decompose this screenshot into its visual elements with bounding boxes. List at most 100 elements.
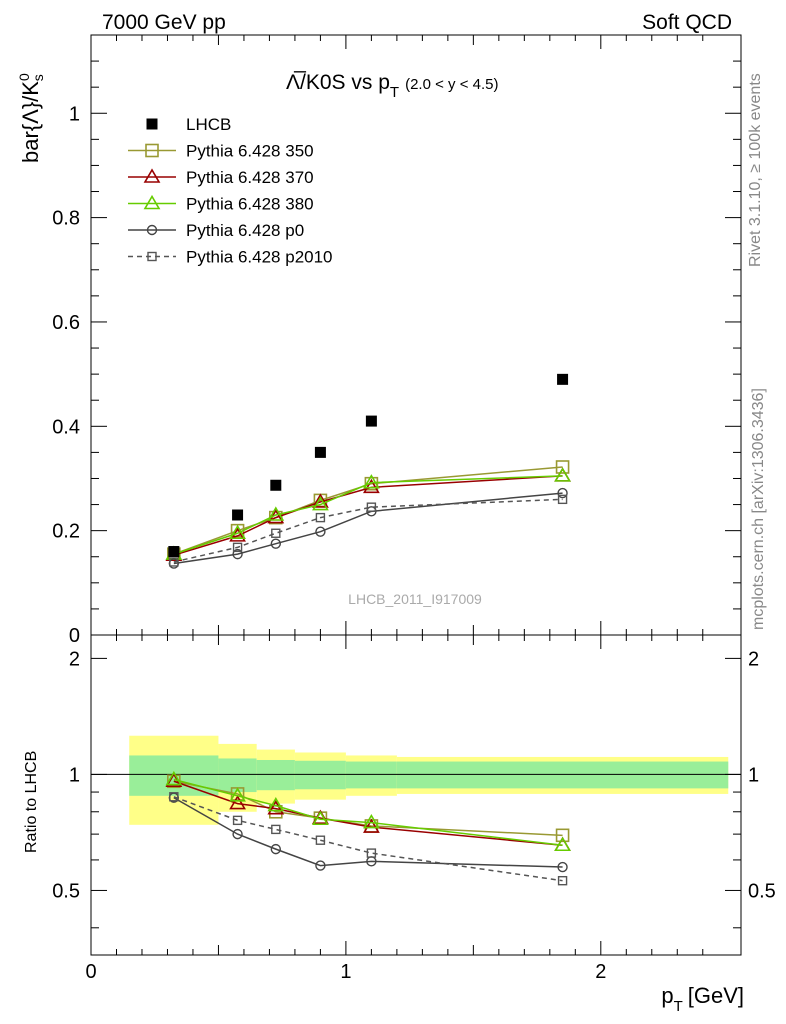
series-point [267,506,285,521]
ratio-series-point [271,824,281,835]
legend-marker [145,143,159,158]
rivet-version-label: Rivet 3.1.10, ≥ 100k events [747,73,764,267]
series-point [364,476,379,491]
legend-label: LHCB [186,115,231,134]
ratio-series-point [366,848,377,858]
legend-label: Pythia 6.428 p2010 [186,248,333,267]
legend-label: Pythia 6.428 370 [186,168,314,187]
ratio-series-point [169,792,179,802]
legend-marker [146,224,158,236]
data-point [557,373,569,385]
series-line [173,475,563,555]
ratio-series-point [557,861,568,873]
ratio-series-point [270,843,282,855]
series-line [173,492,563,565]
data-point [270,479,282,491]
ratio-series-point [315,860,326,871]
ratio-y-tick-label-right: 2 [748,648,759,670]
series-point [232,542,243,553]
ratio-band-inner [256,759,295,791]
x-tick-label: 2 [595,961,606,983]
y-tick-label: 0.2 [52,521,80,543]
series-point [229,524,246,540]
ratio-series-point [557,875,568,886]
ratio-series-point [362,818,380,833]
y-tick-label: 0 [69,625,80,647]
x-axis-label: pT [GeV] [661,983,744,1015]
header-energy-label: 7000 GeV pp [102,11,226,34]
series-point [312,493,329,508]
series-point [555,460,570,474]
y-tick-label: 0.8 [52,208,80,230]
series-point [271,528,281,538]
series-point [557,494,568,505]
ratio-series-line [173,796,563,882]
legend-marker [147,251,157,262]
series-point [312,495,329,511]
series-point [270,538,282,549]
series-group [165,373,571,886]
ratio-series-line [173,780,563,846]
ratio-y-tick-label: 0.5 [52,880,80,902]
ratio-series-point [229,795,246,810]
header-process-label: Soft QCD [642,11,732,34]
mcplots-label: mcplots.cern.ch [arXiv:1306.3436] [750,388,767,630]
y-tick-label: 1 [69,103,80,125]
ratio-series-point [267,797,285,812]
y-tick-label: 0.6 [52,312,80,334]
series-point [362,474,380,489]
ratio-y-axis-label: Ratio to LHCB [23,751,40,853]
ratio-series-point [232,828,243,840]
ratio-series-point [555,828,570,843]
ratio-y-tick-label-right: 0.5 [748,880,776,902]
x-tick-label: 0 [85,961,96,983]
ratio-series-point [232,815,243,826]
series-point [557,487,568,499]
ratio-y-tick-label: 2 [69,648,80,670]
series-point [169,557,179,567]
ratio-band-inner [218,758,257,793]
ratio-series-line [173,780,563,837]
ratio-series-point [315,835,326,845]
ratio-y-tick-label-right: 1 [748,764,759,786]
series-point [554,467,571,482]
legend-marker [143,194,161,210]
ratio-series-line [173,778,563,846]
legend-marker [143,168,161,183]
plot-title: Λ̅/K0S vs pT (2.0 < y < 4.5) [286,71,498,101]
series-point [362,478,380,494]
y-tick-label: 0.4 [52,416,80,438]
ratio-series-point [165,770,183,786]
x-tick-label: 1 [340,961,351,983]
ratio-series-point [312,810,329,826]
ratio-series-line [173,797,563,868]
ratio-y-tick-label: 1 [69,764,80,786]
legend-label: Pythia 6.428 380 [186,195,314,214]
series-point [232,548,243,560]
y-axis-label: bar{Λ}/K0s [16,73,46,163]
series-line [173,498,563,563]
ratio-series-point [554,836,571,852]
ratio-series-point [267,800,285,815]
data-point [232,509,244,521]
ratio-band-inner [345,761,397,789]
legend-label: Pythia 6.428 p0 [186,221,304,240]
ratio-series-point [229,787,246,802]
series-point [315,526,326,537]
ratio-plot-frame [90,634,742,956]
legend: LHCB Pythia 6.428 350 Pythia 6.428 370 Pyth… [128,115,333,267]
ratio-band-inner [396,761,729,789]
ratio-band-inner [294,760,346,790]
analysis-watermark: LHCB_2011_I917009 [348,591,482,607]
data-point [168,546,180,558]
series-point [366,502,377,512]
data-point [314,446,326,458]
legend-label: Pythia 6.428 350 [186,142,314,161]
legend-marker [146,118,158,130]
series-point [315,512,326,523]
series-point [554,467,571,482]
ratio-uncertainty-bands [91,735,741,825]
ratio-series-point [362,813,380,829]
